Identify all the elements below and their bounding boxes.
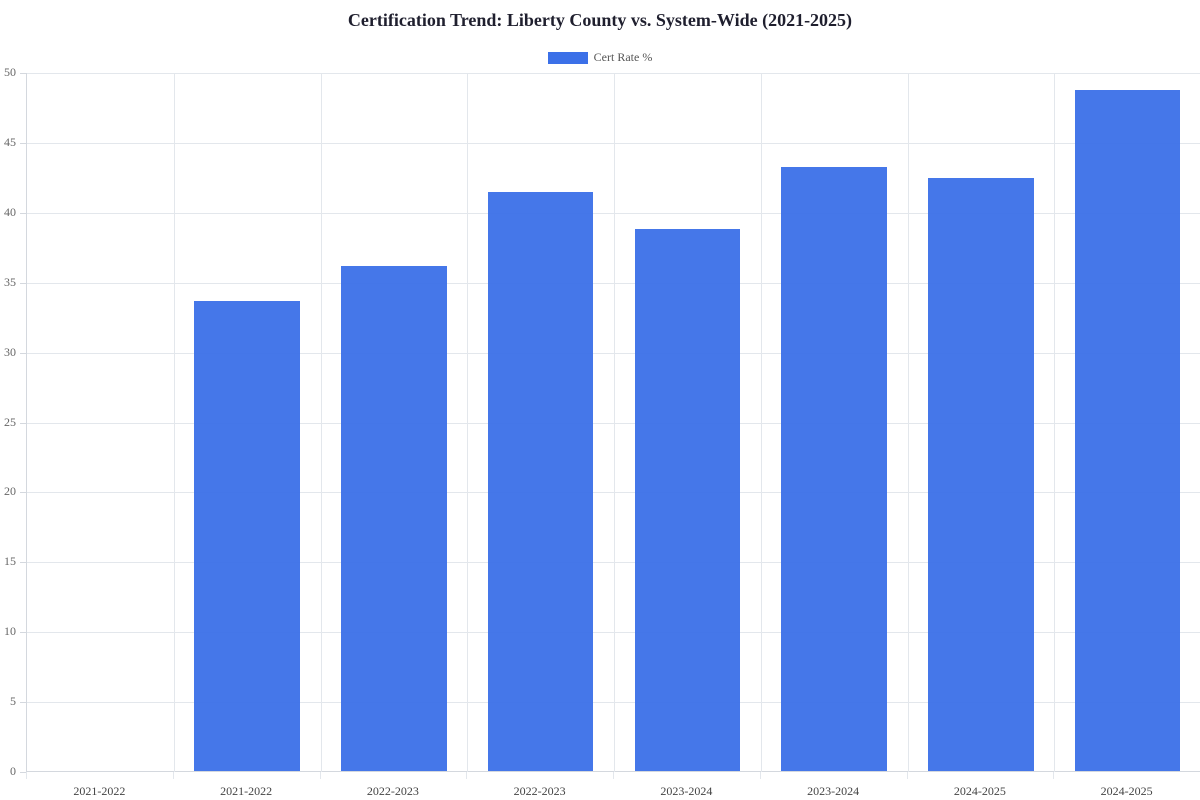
bar-cert-rate[interactable] (634, 228, 741, 771)
x-tick-mark (26, 772, 27, 779)
legend: Cert Rate % (0, 50, 1200, 65)
y-gridline (27, 212, 1200, 214)
y-tick-label: 45 (4, 134, 16, 149)
y-tick-label: 10 (4, 624, 16, 639)
y-tick-label: 30 (4, 344, 16, 359)
y-tick-mark (20, 142, 26, 144)
x-gridline (173, 73, 175, 772)
x-tick-label: 2023-2024 (660, 784, 713, 798)
x-tick-label: 2024-2025 (1100, 784, 1153, 798)
y-tick-mark (20, 702, 26, 704)
x-gridline (1054, 73, 1056, 772)
plot-area (26, 73, 1200, 772)
y-gridline (27, 702, 1200, 704)
y-tick-mark (20, 422, 26, 424)
y-gridline (27, 73, 1200, 74)
bar-cert-rate[interactable] (781, 167, 887, 771)
x-tick-mark (1053, 772, 1055, 779)
y-tick-mark (20, 562, 26, 564)
y-tick-mark (20, 772, 26, 773)
y-tick-mark (20, 352, 26, 354)
x-tick-mark (906, 772, 908, 779)
legend-label-cert-rate[interactable]: Cert Rate % (593, 50, 653, 64)
y-gridline (27, 562, 1200, 564)
y-gridline (27, 422, 1200, 424)
x-tick-label: 2021-2022 (220, 784, 273, 798)
y-tick-mark (20, 73, 26, 74)
y-gridline (27, 282, 1200, 284)
y-tick-label: 0 (10, 764, 16, 778)
y-tick-mark (20, 492, 26, 494)
x-gridline (907, 73, 909, 772)
y-tick-mark (20, 212, 26, 214)
x-gridline (614, 73, 615, 772)
x-gridline (760, 73, 762, 772)
y-tick-label: 40 (4, 204, 16, 219)
chart-title: Certification Trend: Liberty County vs. … (347, 10, 853, 30)
x-tick-label: 2021-2022 (73, 784, 126, 798)
y-tick-mark (20, 632, 26, 634)
x-tick-mark (319, 772, 321, 779)
y-gridline (27, 352, 1200, 354)
x-gridline (467, 73, 469, 772)
y-tick-label: 35 (4, 274, 16, 289)
x-tick-mark (759, 772, 761, 779)
y-tick-label: 15 (4, 554, 16, 569)
y-gridline (27, 142, 1200, 144)
x-tick-label: 2022-2023 (513, 784, 566, 798)
bar-cert-rate[interactable] (341, 266, 447, 771)
x-tick-mark (172, 772, 174, 779)
y-tick-label: 5 (10, 694, 16, 709)
y-tick-label: 50 (4, 65, 16, 79)
x-gridline (320, 73, 322, 772)
bar-cert-rate[interactable] (1074, 90, 1181, 771)
y-tick-label: 25 (4, 414, 16, 429)
y-tick-label: 20 (4, 484, 16, 499)
x-tick-label: 2023-2024 (807, 784, 860, 798)
bar-cert-rate[interactable] (928, 178, 1034, 771)
bar-cert-rate[interactable] (487, 192, 594, 771)
y-tick-mark (20, 282, 26, 284)
bar-cert-rate[interactable] (194, 301, 300, 771)
y-gridline (27, 632, 1200, 634)
legend-swatch-cert-rate[interactable] (547, 51, 588, 64)
x-tick-mark (613, 772, 614, 779)
x-tick-label: 2022-2023 (366, 784, 419, 798)
x-tick-mark (466, 772, 468, 779)
y-gridline (27, 492, 1200, 494)
x-tick-label: 2024-2025 (953, 784, 1006, 798)
